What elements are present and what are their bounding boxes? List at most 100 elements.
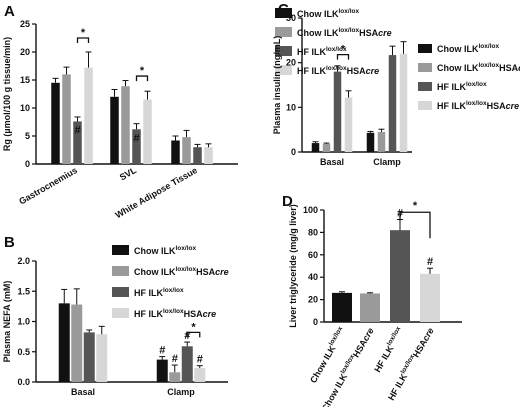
bar-A-c1-s2 — [132, 129, 141, 164]
legend-label-A-1: Chow ILKlox/loxHSAcre — [297, 27, 392, 38]
panel-letter-B: B — [4, 234, 15, 251]
y-tick-label-B-0: 0.0 — [17, 377, 30, 387]
legend-B: Chow ILKlox/lox Chow ILKlox/loxHSAcre HF I… — [112, 245, 229, 319]
y-tick-label-A-0: 0 — [25, 159, 30, 169]
bar-A-c2-s1 — [182, 137, 191, 164]
significance-bracket-B-0 — [186, 331, 201, 338]
hash-marker-A-1: # — [133, 132, 139, 144]
category-label-C-0: Basal — [320, 157, 344, 167]
y-tick-label-B-1: 0.5 — [17, 347, 30, 357]
legend-swatch-C-3 — [418, 101, 432, 110]
bar-A-c1-s0 — [110, 96, 119, 164]
significance-star-A-0: * — [81, 27, 86, 39]
category-label-B-1: Clamp — [167, 387, 195, 397]
significance-bracket-D-0 — [399, 211, 431, 239]
bar-A-c2-s2 — [193, 147, 202, 164]
panel-letter-C: C — [278, 1, 289, 18]
y-axis-title-B: Plasma NEFA (mM) — [2, 281, 12, 363]
panel-D: 0 20 40 60 80 100 Liver triglyceride (mg/g liv… — [282, 193, 462, 407]
legend-swatch-B-1 — [112, 266, 129, 276]
legend-swatch-B-0 — [112, 245, 129, 255]
legend-label-B-0: Chow ILKlox/lox — [134, 245, 196, 256]
legend-label-B-3: HF ILKlox/loxHSAcre — [134, 308, 216, 319]
legend-C: Chow ILKlox/lox Chow ILKlox/loxHSAcre HF I… — [418, 43, 520, 111]
y-tick-label-C-2: 20 — [286, 58, 296, 68]
panel-letter-D: D — [282, 193, 293, 210]
bar-C-c1-s2 — [388, 55, 397, 152]
significance-star-D-0: * — [413, 200, 418, 212]
bar-B-c1-s1 — [169, 372, 181, 382]
y-tick-label-B-2: 1.0 — [17, 317, 30, 327]
legend-swatch-B-2 — [112, 287, 129, 297]
y-tick-label-D-2: 40 — [308, 272, 318, 282]
bar-A-c0-s0 — [51, 82, 60, 164]
bar-C-c0-s1 — [322, 143, 331, 152]
legend-swatch-C-0 — [418, 44, 432, 53]
legend-label-B-1: Chow ILKlox/loxHSAcre — [134, 266, 229, 277]
y-tick-label-A-5: 25 — [20, 19, 30, 29]
bar-C-c1-s3 — [399, 53, 408, 152]
legend-label-C-1: Chow ILKlox/loxHSAcre — [437, 62, 520, 73]
significance-star-A-1: * — [140, 65, 145, 77]
legend-swatch-B-3 — [112, 308, 129, 318]
significance-bracket-C-0 — [336, 53, 350, 60]
panel-C: 0 10 20 30 Plasma insulin (ng/mL) C * Basal Clam… — [272, 1, 520, 167]
significance-star-B-0: * — [191, 321, 196, 333]
bar-A-c0-s2 — [73, 121, 82, 164]
bar-B-c0-s1 — [71, 304, 83, 382]
category-label-A-0: Gastrocnemius — [17, 165, 79, 206]
category-label-C-1: Clamp — [373, 157, 401, 167]
y-tick-label-D-0: 0 — [313, 317, 318, 327]
category-label-D-2: HF ILKlox/lox — [371, 325, 406, 374]
panel-A: 0 5 10 15 20 25 Rg (µmol/100 g tissue/min) A # # *… — [2, 3, 392, 220]
hash-marker-B-0: # — [159, 345, 165, 357]
bar-D-3 — [420, 273, 440, 322]
bar-C-c0-s3 — [344, 97, 353, 152]
legend-label-A-3: HF ILKlox/loxHSAcre — [297, 65, 379, 76]
bar-B-c1-s3 — [194, 368, 206, 382]
bar-B-c1-s2 — [181, 346, 193, 382]
y-axis-title-A: Rg (µmol/100 g tissue/min) — [2, 37, 12, 151]
significance-star-C-0: * — [341, 44, 346, 56]
bar-A-c0-s3 — [84, 67, 93, 164]
legend-swatch-C-2 — [418, 82, 432, 91]
category-label-A-1: SVL — [118, 165, 139, 183]
y-tick-label-A-1: 5 — [25, 131, 30, 141]
y-tick-label-A-4: 20 — [20, 47, 30, 57]
significance-bracket-A-1 — [135, 75, 149, 82]
bar-C-c1-s1 — [377, 131, 386, 152]
bar-A-c1-s1 — [121, 86, 130, 164]
panel-letter-A: A — [4, 3, 15, 20]
legend-label-B-2: HF ILKlox/lox — [134, 287, 184, 298]
y-tick-label-C-0: 0 — [291, 147, 296, 157]
y-tick-label-B-3: 1.5 — [17, 286, 30, 296]
significance-bracket-A-0 — [76, 37, 90, 43]
legend-swatch-A-2 — [275, 46, 292, 56]
hash-marker-B-1: # — [172, 353, 178, 365]
y-tick-label-B-4: 2.0 — [17, 256, 30, 266]
legend-label-A-0: Chow ILKlox/lox — [297, 8, 359, 19]
legend-label-C-3: HF ILKlox/loxHSAcre — [437, 100, 519, 111]
hash-marker-D-1: # — [427, 256, 433, 268]
legend-label-C-2: HF ILKlox/lox — [437, 81, 487, 92]
y-tick-label-A-3: 15 — [20, 75, 30, 85]
bar-B-c0-s0 — [58, 303, 70, 382]
y-tick-label-D-3: 60 — [308, 250, 318, 260]
bar-B-c0-s3 — [96, 334, 108, 382]
legend-label-C-0: Chow ILKlox/lox — [437, 43, 499, 54]
category-label-B-0: Basal — [71, 387, 95, 397]
bar-A-c1-s3 — [143, 99, 152, 164]
legend-swatch-C-1 — [418, 63, 432, 72]
y-tick-label-C-1: 10 — [286, 102, 296, 112]
legend-swatch-A-3 — [275, 65, 292, 75]
y-tick-label-A-2: 10 — [20, 103, 30, 113]
y-tick-label-D-1: 20 — [308, 295, 318, 305]
bar-D-0 — [332, 292, 352, 322]
legend-label-A-2: HF ILKlox/lox — [297, 46, 347, 57]
legend-swatch-A-0 — [275, 8, 292, 18]
y-tick-label-D-5: 100 — [303, 205, 318, 215]
y-tick-label-C-3: 30 — [286, 13, 296, 23]
bar-A-c2-s0 — [171, 140, 180, 164]
